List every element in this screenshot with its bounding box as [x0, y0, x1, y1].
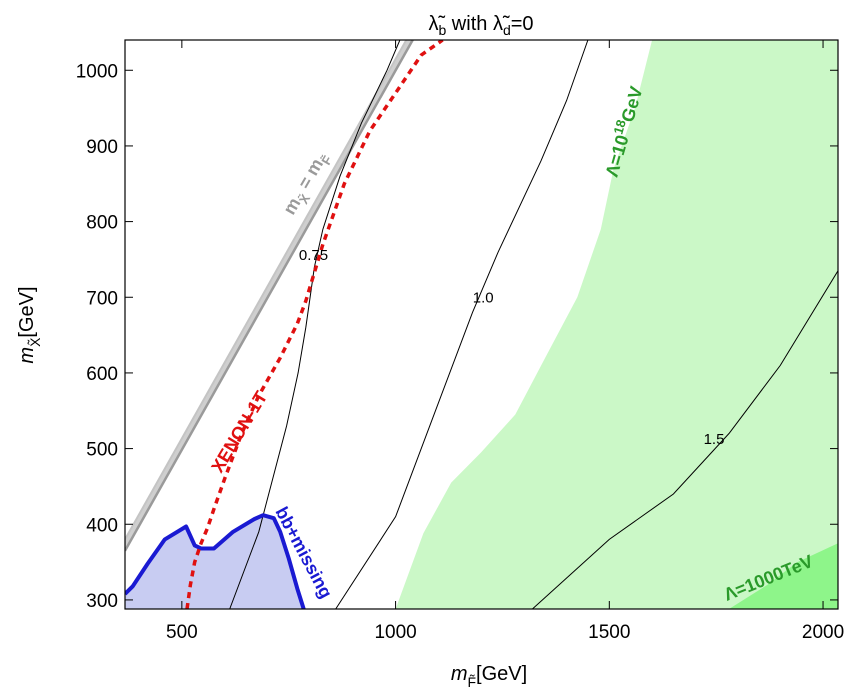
contour-label-1-5: 1.5 [704, 431, 725, 448]
diagonal-line-1 [125, 40, 414, 552]
title-subscript-2: d [503, 22, 511, 38]
diagonal-line-2 [125, 40, 408, 540]
y-axis-title-main: m [16, 347, 38, 364]
chart-title: λ̃b with λ̃d=0 [428, 13, 533, 38]
contour-label-1-0: 1.0 [473, 289, 494, 306]
y-axis-title: mX̃[GeV] [16, 286, 43, 363]
label-lambda-1e18-exponent: 18 [610, 118, 628, 136]
y-tick-label: 500 [86, 440, 118, 461]
contour-line-1-5 [532, 270, 838, 609]
x-tick-label: 2000 [802, 622, 844, 643]
contour-label-0-75: 0.75 [299, 247, 328, 264]
region-lambda-1000tev [729, 543, 838, 609]
y-tick-label: 1000 [76, 61, 118, 82]
title-middle: with [446, 13, 493, 35]
x-axis-title-unit: [GeV] [476, 663, 527, 685]
y-axis-title-sub: X̃ [27, 337, 43, 347]
y-tick-label: 300 [86, 591, 118, 612]
y-tick-label: 700 [86, 288, 118, 309]
x-axis-title-main: m [451, 663, 468, 685]
label-xenon-1t: XENON-1T [207, 388, 271, 476]
x-axis-ticks: 500 1000 1500 2000 [166, 40, 844, 643]
xenon-1t-curve [185, 40, 444, 609]
contour-line-1-0 [335, 40, 589, 609]
x-axis-title-sub: F̃ [467, 674, 476, 690]
title-end: =0 [511, 13, 534, 35]
y-tick-label: 600 [86, 364, 118, 385]
y-tick-label: 400 [86, 515, 118, 536]
x-tick-label: 1000 [374, 622, 416, 643]
plot-frame [124, 39, 839, 610]
y-axis-ticks: 300 400 500 600 700 800 900 1000 [76, 61, 838, 612]
y-axis-title-unit: [GeV] [16, 286, 38, 337]
x-tick-label: 1500 [588, 622, 630, 643]
title-subscript-1: b [438, 22, 446, 38]
plot-area [125, 40, 838, 609]
x-tick-label: 500 [166, 622, 198, 643]
bb-missing-boundary [125, 513, 306, 609]
region-lambda-1e18 [395, 40, 838, 609]
y-tick-label: 800 [86, 213, 118, 234]
y-tick-label: 900 [86, 137, 118, 158]
x-axis-title: mF̃[GeV] [451, 663, 527, 690]
